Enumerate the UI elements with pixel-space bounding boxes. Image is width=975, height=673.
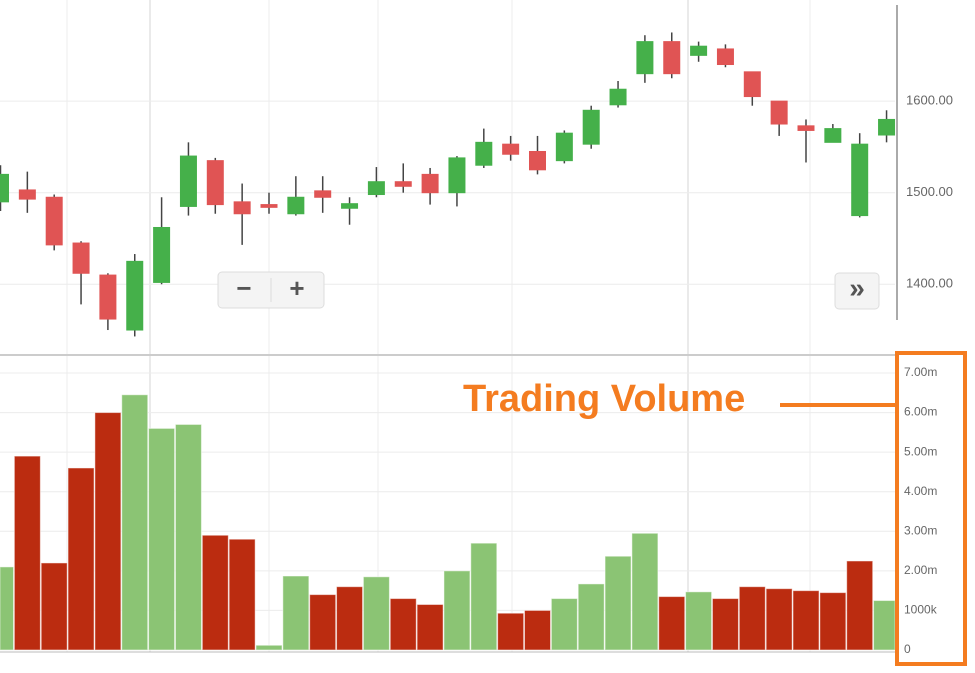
zoom-in-button[interactable]: + <box>289 273 304 303</box>
y-tick-label: 0 <box>904 642 911 656</box>
candle-body <box>72 242 90 274</box>
candle-body <box>582 109 600 145</box>
candle-body <box>690 45 708 56</box>
y-tick-label: 2.00m <box>904 563 937 577</box>
candle-body <box>448 157 466 194</box>
y-tick-label: 4.00m <box>904 484 937 498</box>
candle-body <box>153 226 171 283</box>
candle-body <box>314 190 332 198</box>
volume-bar <box>443 570 471 651</box>
volume-bar <box>550 598 578 651</box>
volume-bar <box>846 560 874 651</box>
vertical-grid <box>66 0 811 652</box>
volume-bar <box>873 600 896 651</box>
volume-bar <box>255 644 283 651</box>
volume-bar <box>524 609 551 651</box>
candle-body <box>663 41 681 75</box>
volume-bar <box>658 596 686 651</box>
candle-body <box>0 173 9 203</box>
candle-body <box>824 128 842 143</box>
candle-body <box>126 260 144 331</box>
candle-body <box>636 41 654 75</box>
candle-body <box>45 196 63 246</box>
y-tick-label: 1000k <box>904 603 938 617</box>
volume-bar <box>604 555 632 651</box>
volume-bar <box>792 590 820 651</box>
candle-body <box>18 189 36 200</box>
volume-bar <box>67 467 95 651</box>
volume-bar <box>711 598 739 651</box>
candle-body <box>878 118 896 136</box>
volume-bar <box>577 583 605 651</box>
candle-body <box>797 125 815 131</box>
volume-bar <box>13 455 41 651</box>
volume-bar <box>121 394 149 651</box>
candle-body <box>179 155 197 207</box>
volume-bar <box>228 538 256 651</box>
volume-bar <box>631 532 659 651</box>
candle-body <box>341 203 359 209</box>
volume-bar <box>282 575 310 651</box>
candle-body <box>743 71 761 98</box>
candle-body <box>851 143 869 217</box>
candle-body <box>206 160 224 206</box>
y-tick-label: 1500.00 <box>906 184 953 199</box>
candle-body <box>367 181 385 196</box>
candle-body <box>394 181 412 187</box>
volume-bar <box>174 423 202 651</box>
candle-body <box>233 201 251 215</box>
y-tick-label: 5.00m <box>904 444 937 458</box>
candle-body <box>99 274 117 320</box>
volume-bar <box>0 566 14 651</box>
y-tick-label: 1600.00 <box>906 93 953 108</box>
volume-bar <box>389 598 417 651</box>
y-tick-label: 7.00m <box>904 365 937 379</box>
volume-bar <box>416 603 444 651</box>
volume-bar <box>765 588 793 651</box>
volume-bar <box>40 562 68 651</box>
highlight-box <box>895 351 967 666</box>
volume-bar <box>309 594 337 651</box>
volume-bar <box>201 534 229 651</box>
scroll-button[interactable]: » <box>849 272 865 303</box>
candle-body <box>287 196 305 215</box>
candle-body <box>260 204 278 208</box>
volume-bar <box>362 576 390 651</box>
volume-bar <box>94 412 122 651</box>
volume-bar <box>470 542 498 651</box>
y-tick-label: 3.00m <box>904 523 937 537</box>
candle-body <box>529 150 546 171</box>
volume-bar <box>685 591 713 651</box>
annotation: Trading Volume <box>463 378 745 420</box>
candle-body <box>502 143 520 155</box>
volume-bar <box>738 586 766 651</box>
y-tick-label: 6.00m <box>904 405 937 419</box>
volume-bar <box>336 586 364 651</box>
y-tick-label: 1400.00 <box>906 276 953 291</box>
zoom-out-button[interactable]: − <box>236 273 251 303</box>
candle-body <box>421 173 439 194</box>
candle-body <box>770 100 788 125</box>
candle-body <box>475 141 493 166</box>
candle-body <box>716 48 734 66</box>
candle-body <box>555 132 573 162</box>
volume-bar <box>148 427 176 651</box>
scroll-button-bg <box>834 272 880 310</box>
zoom-controls: − + » <box>217 271 880 310</box>
candle-body <box>609 88 627 106</box>
volume-bar <box>819 592 847 651</box>
volume-bar <box>497 612 525 651</box>
